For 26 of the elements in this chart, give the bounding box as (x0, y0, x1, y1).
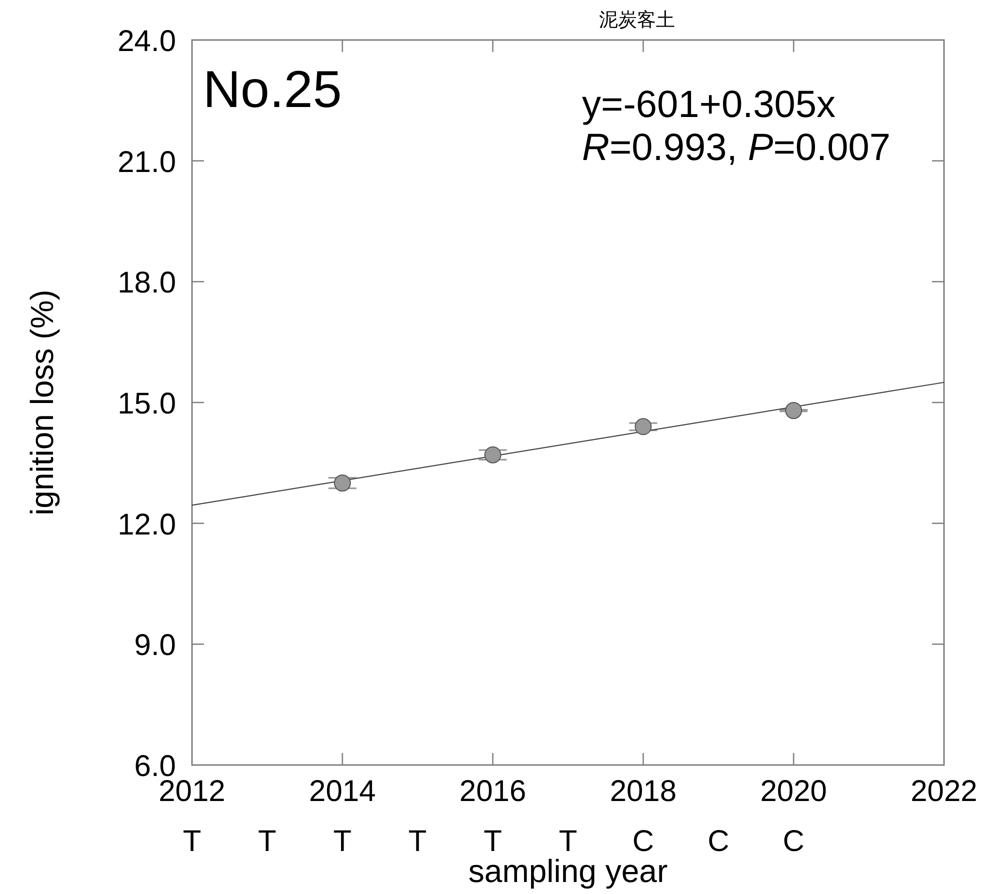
text: T (182, 825, 202, 858)
x-tick-label: 2018 (610, 775, 677, 808)
y-tick-label: 21.0 (118, 146, 176, 179)
point (785, 402, 802, 420)
annotation: R=0.993, P=0.007 (582, 127, 891, 169)
point (334, 474, 351, 492)
text: T (333, 825, 352, 858)
point (484, 446, 502, 464)
y-tick-label: 24.0 (118, 25, 176, 58)
text: T (258, 825, 276, 858)
y-tick-label: 18.0 (118, 266, 176, 300)
text: C (782, 825, 804, 858)
y-tick-label: 12.0 (118, 508, 176, 542)
chart-title: 泥炭客土 (599, 9, 675, 31)
text: T (408, 825, 427, 858)
text: C (708, 825, 730, 858)
annotation: No.25 (203, 61, 342, 119)
annotation: y=-601+0.305x (582, 84, 836, 126)
x-tick-label: 2020 (760, 775, 827, 808)
x-tick-label: 2022 (910, 775, 978, 808)
x-tick-label: 2014 (309, 775, 376, 808)
y-tick-label: 9.0 (134, 629, 176, 662)
y-tick-label: 15.0 (118, 388, 176, 420)
point (634, 418, 652, 436)
x-tick-label: 2016 (459, 775, 526, 808)
y-axis-title: ignition loss (%) (24, 290, 60, 516)
